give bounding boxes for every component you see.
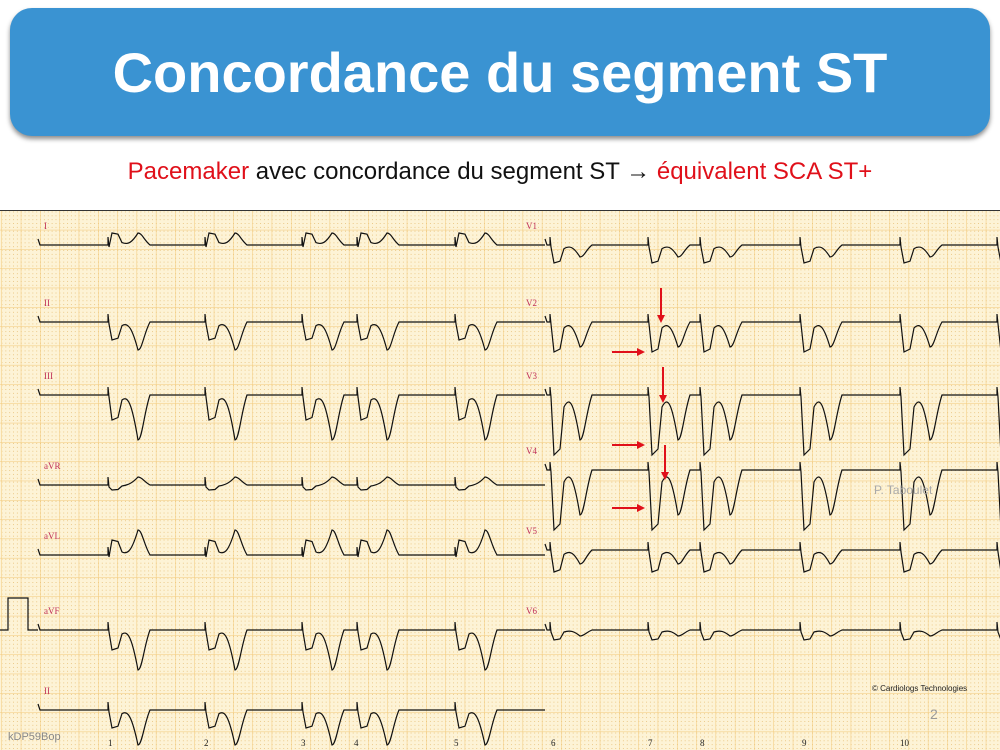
lead-label: aVF xyxy=(44,606,60,616)
ecg-lead-III-trace xyxy=(37,386,545,441)
lead-label: aVR xyxy=(44,461,61,471)
second-marker: 8 xyxy=(700,738,705,748)
slide-title: Concordance du segment ST xyxy=(112,40,888,104)
copyright: © Cardiologs Technologies xyxy=(872,684,968,693)
ecg-lead-I-trace xyxy=(37,232,545,248)
second-marker: 4 xyxy=(354,738,359,748)
ecg-lead-II-trace xyxy=(37,701,545,746)
lead-label: V2 xyxy=(526,298,537,308)
title-banner: Concordance du segment ST xyxy=(10,8,990,136)
lead-label: V5 xyxy=(526,526,537,536)
second-marker: 2 xyxy=(204,738,209,748)
ecg-lead-V5-trace xyxy=(544,541,1000,573)
lead-label: II xyxy=(44,686,50,696)
second-marker: 9 xyxy=(802,738,807,748)
subtitle-middle: avec concordance du segment ST xyxy=(249,158,627,185)
author-watermark: P. Taboulet xyxy=(874,483,933,497)
subtitle-conclusion: équivalent SCA ST+ xyxy=(650,158,873,185)
second-marker: 7 xyxy=(648,738,653,748)
arrowhead xyxy=(637,504,645,512)
arrowhead xyxy=(637,441,645,449)
subtitle-pacemaker: Pacemaker xyxy=(127,158,250,185)
arrow-icon: → xyxy=(626,158,651,185)
ecg-lead-V2-trace xyxy=(544,313,1000,353)
lead-label: V4 xyxy=(526,446,537,456)
lead-label: I xyxy=(44,221,47,231)
lead-label: V1 xyxy=(526,221,537,231)
ecg-lead-V6-trace xyxy=(544,621,1000,641)
second-marker: 3 xyxy=(301,738,306,748)
arrowhead xyxy=(661,472,669,480)
ecg-lead-V4-trace xyxy=(544,461,1000,532)
lead-label: aVL xyxy=(44,531,60,541)
lead-label: II xyxy=(44,298,50,308)
arrowhead xyxy=(657,315,665,323)
slide-code: kDP59Bop xyxy=(8,731,61,743)
lead-label: V3 xyxy=(526,371,537,381)
lead-label: III xyxy=(44,371,53,381)
arrowhead xyxy=(659,395,667,403)
second-marker: 6 xyxy=(551,738,556,748)
ecg-lead-V1-trace xyxy=(544,236,1000,264)
calibration-pulse xyxy=(0,597,38,631)
ecg-lead-aVR-trace xyxy=(37,476,545,491)
second-marker: 5 xyxy=(454,738,459,748)
page-number: 2 xyxy=(930,706,938,722)
second-marker: 10 xyxy=(900,738,910,748)
arrowhead xyxy=(637,348,645,356)
slide-subtitle: Pacemaker avec concordance du segment ST… xyxy=(0,158,1000,186)
second-marker: 1 xyxy=(108,738,113,748)
ecg-lead-II-trace xyxy=(37,313,545,351)
ecg-lead-aVL-trace xyxy=(37,529,545,558)
lead-label: V6 xyxy=(526,606,537,616)
ecg-lead-aVF-trace xyxy=(37,621,545,671)
ecg-lead-V3-trace xyxy=(544,386,1000,457)
